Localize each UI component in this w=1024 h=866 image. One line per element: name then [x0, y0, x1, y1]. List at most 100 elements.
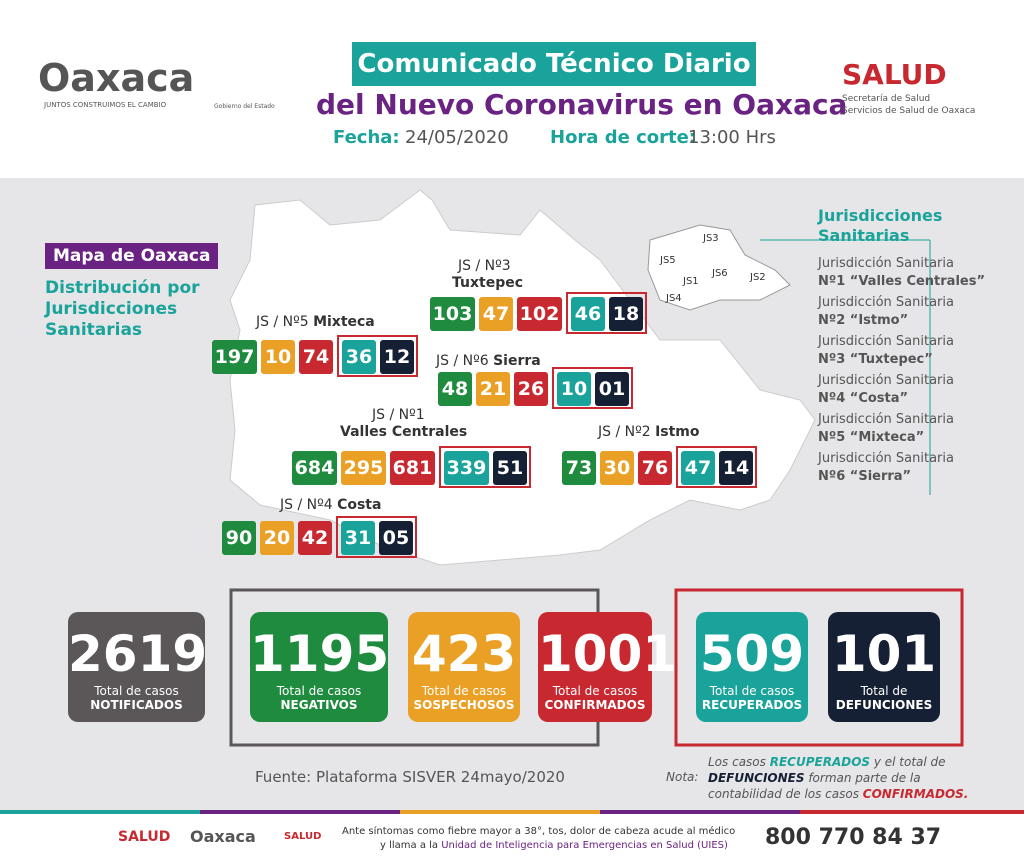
case-count: 31 — [341, 521, 375, 555]
note-text: forman parte de la — [804, 771, 921, 785]
total-label2: DEFUNCIONES — [835, 698, 933, 712]
case-count: 10 — [261, 340, 295, 374]
note-text: DEFUNCIONES — [708, 771, 805, 785]
highlight-frame — [676, 446, 757, 488]
total-value: 1001 — [538, 625, 678, 683]
jurisdiction-label: JS / Nº2 Istmo — [598, 424, 700, 440]
time-label: Hora de corte: — [550, 127, 697, 148]
legend-item: Nº4 “Costa” — [818, 391, 909, 406]
jurisdiction-label: JS / Nº1 — [372, 407, 425, 423]
legend-item: Jurisdicción Sanitaria — [818, 373, 954, 388]
jurisdiction-name: Mixteca — [313, 314, 375, 330]
case-count: 10 — [557, 372, 591, 406]
mini-label: JS3 — [703, 233, 719, 244]
logo-tagline: JUNTOS CONSTRUIMOS EL CAMBIO — [44, 101, 167, 109]
case-count: 05 — [379, 521, 413, 555]
title: Comunicado Técnico Diario — [352, 42, 756, 86]
case-count: 90 — [222, 521, 256, 555]
jurisdiction-label: JS / Nº6 Sierra — [436, 353, 541, 369]
salud-logo: SALUD — [842, 58, 947, 91]
mini-label: JS5 — [660, 255, 676, 266]
case-count: 12 — [380, 340, 414, 374]
case-count: 20 — [260, 521, 294, 555]
case-count: 26 — [514, 372, 548, 406]
footer-text: y llama a la Unidad de Inteligencia para… — [380, 840, 728, 851]
jurisdiction-label: JS / Nº4 Costa — [280, 497, 382, 513]
total-card: 509 Total de casos RECUPERADOS — [696, 612, 808, 722]
case-count: 102 — [517, 297, 562, 331]
highlight-frame — [337, 335, 418, 377]
total-card: 101 Total de DEFUNCIONES — [828, 612, 940, 722]
total-label1: Total de casos — [421, 684, 507, 698]
note-text: contabilidad de los casos — [708, 787, 863, 801]
case-count: 47 — [479, 297, 513, 331]
footer-text: Unidad de Inteligencia para Emergencias … — [441, 840, 728, 851]
total-card: 1195 Total de casos NEGATIVOS — [250, 612, 390, 722]
note-text: y el total de — [870, 755, 946, 769]
jurisdiction-label: JS / Nº3 — [458, 258, 511, 274]
legend-item: Jurisdicción Sanitaria — [818, 412, 954, 427]
case-count: 01 — [595, 372, 629, 406]
legend-title: Jurisdicciones — [818, 206, 943, 225]
legend-item: Jurisdicción Sanitaria — [818, 334, 954, 349]
legend-item: Jurisdicción Sanitaria — [818, 256, 954, 271]
case-count: 76 — [638, 451, 672, 485]
case-count: 46 — [571, 297, 605, 331]
total-value: 2619 — [68, 625, 208, 683]
salud-sub: Servicios de Salud de Oaxaca — [842, 106, 976, 116]
case-count: 74 — [299, 340, 333, 374]
case-count: 197 — [212, 340, 257, 374]
total-label1: Total de casos — [94, 684, 179, 698]
title-line2: del Nuevo Coronavirus en Oaxaca — [316, 88, 848, 121]
note-text: RECUPERADOS — [769, 755, 871, 769]
footer-text: y llama a la — [380, 840, 442, 851]
legend-item: Nº6 “Sierra” — [818, 469, 912, 484]
footer-text: Ante síntomas como fiebre mayor a 38°, t… — [342, 826, 736, 837]
highlight-frame — [439, 446, 531, 488]
map-subtitle: Distribución por — [45, 278, 200, 298]
legend-title: Sanitarias — [818, 226, 910, 245]
total-value: 509 — [699, 625, 805, 683]
jurisdiction-name: Tuxtepec — [452, 275, 524, 291]
mini-label: JS2 — [750, 272, 766, 283]
highlight-frame — [552, 367, 633, 409]
logo: Oaxaca — [38, 56, 195, 100]
map-badge: Mapa de Oaxaca — [45, 243, 219, 269]
total-label2: RECUPERADOS — [701, 698, 803, 712]
mini-label: JS6 — [712, 268, 728, 279]
jurisdiction-name: Sierra — [493, 353, 541, 369]
total-value: 423 — [411, 625, 517, 683]
case-count: 339 — [444, 451, 489, 485]
legend-item: Nº2 “Istmo” — [818, 313, 909, 328]
case-count: 48 — [438, 372, 472, 406]
highlight-frame — [566, 292, 647, 334]
case-count: 681 — [390, 451, 435, 485]
case-count: 14 — [719, 451, 753, 485]
date: 24/05/2020 — [405, 127, 509, 148]
case-count: 30 — [600, 451, 634, 485]
mini-label: JS1 — [683, 276, 699, 287]
footer-salud: SALUD — [118, 829, 171, 845]
total-card: 1001 Total de casos CONFIRMADOS — [538, 612, 678, 722]
footer-oaxaca: Oaxaca — [190, 827, 256, 846]
case-count: 51 — [493, 451, 527, 485]
legend-item: Nº5 “Mixteca” — [818, 430, 925, 445]
total-label2: CONFIRMADOS — [544, 698, 646, 712]
note-label: Nota: — [666, 770, 699, 784]
footer-salud: SALUD — [284, 831, 322, 842]
total-label2: SOSPECHOSOS — [413, 698, 515, 712]
phone: 800 770 84 37 — [765, 825, 942, 850]
case-count: 103 — [430, 297, 475, 331]
total-value: 1195 — [250, 625, 390, 683]
gobierno: Gobierno del Estado — [214, 103, 275, 110]
map-subtitle: Sanitarias — [45, 320, 143, 340]
total-label1: Total de casos — [552, 684, 638, 698]
case-count: 18 — [609, 297, 643, 331]
case-count: 21 — [476, 372, 510, 406]
legend-item: Nº3 “Tuxtepec” — [818, 352, 933, 367]
case-count: 36 — [342, 340, 376, 374]
time: 13:00 Hrs — [688, 127, 776, 148]
total-value: 101 — [831, 625, 937, 683]
total-label1: Total de casos — [276, 684, 362, 698]
